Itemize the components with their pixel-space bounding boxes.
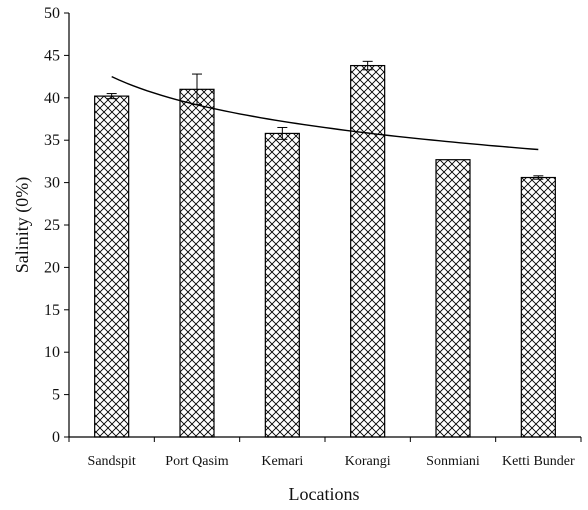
y-tick-label: 50 <box>44 5 60 22</box>
y-tick-label: 40 <box>44 90 60 107</box>
x-axis-title: Locations <box>289 484 360 504</box>
y-tick-label: 20 <box>44 259 60 276</box>
y-tick-label: 35 <box>44 132 60 149</box>
x-tick-label: Port Qasim <box>165 454 229 469</box>
bar <box>350 64 386 438</box>
y-tick-label: 0 <box>52 429 60 446</box>
y-tick-label: 30 <box>44 175 60 192</box>
y-tick-label: 5 <box>52 387 60 404</box>
bars <box>94 64 556 438</box>
x-tick-label: Kemari <box>261 454 303 469</box>
bar <box>94 95 130 438</box>
x-tick-label: Ketti Bunder <box>502 454 575 469</box>
x-axis-ticks: Sandspit Port Qasim Kemari Korangi Sonmiani K… <box>68 437 582 469</box>
bar <box>435 159 471 438</box>
y-axis-title: Salinity (0%) <box>12 177 33 274</box>
x-tick-label: Sonmiani <box>426 454 480 469</box>
error-bars <box>106 60 544 180</box>
trendline <box>111 75 539 151</box>
x-tick-label: Korangi <box>345 454 391 469</box>
y-tick-label: 45 <box>44 47 60 64</box>
x-tick-label: Sandspit <box>88 454 136 469</box>
y-tick-label: 25 <box>44 217 60 234</box>
bar <box>264 132 300 438</box>
bar <box>520 176 556 438</box>
y-axis-ticks: 0 5 10 15 20 25 30 35 40 45 50 <box>44 5 69 446</box>
y-tick-label: 15 <box>44 302 60 319</box>
bar <box>179 88 215 438</box>
y-tick-label: 10 <box>44 344 60 361</box>
